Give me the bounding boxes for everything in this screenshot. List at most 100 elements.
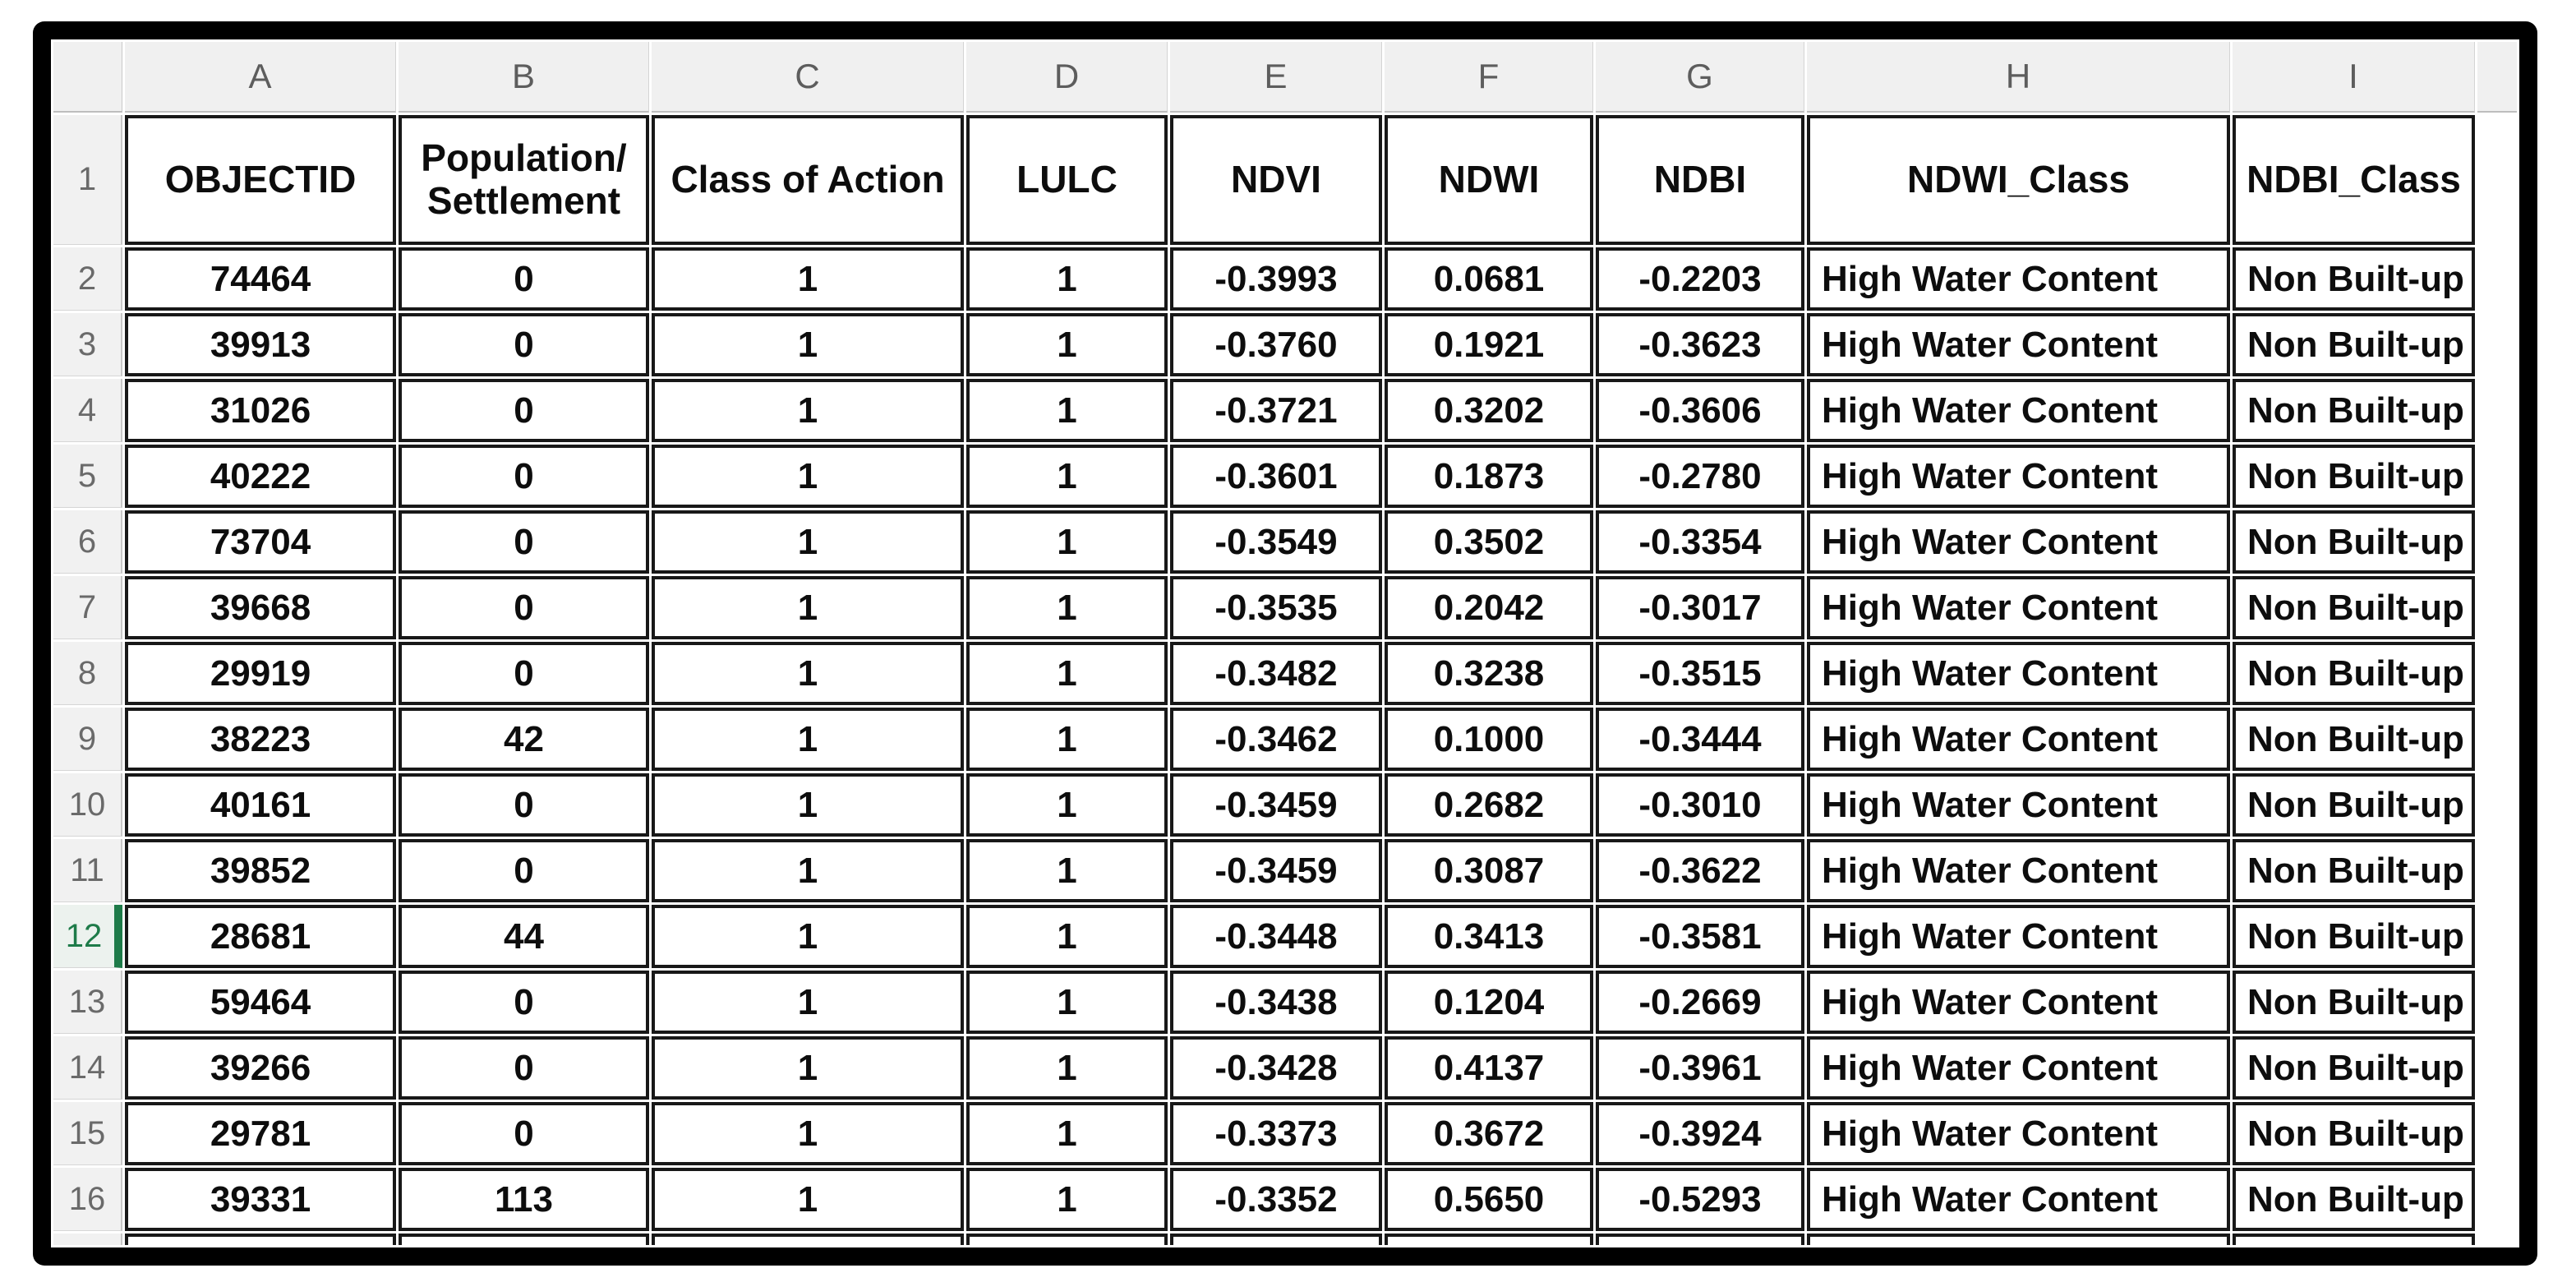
row-number-12[interactable]: 12 [53, 905, 122, 968]
cell[interactable]: 0 [399, 313, 649, 376]
cell[interactable]: 39913 [125, 313, 396, 376]
cell[interactable]: 1 [652, 379, 964, 442]
column-header-cell[interactable]: NDBI [1596, 115, 1804, 245]
cell[interactable]: -0.5293 [1596, 1168, 1804, 1231]
row-number-14[interactable]: 14 [53, 1036, 122, 1100]
column-letter-b[interactable]: B [399, 42, 649, 113]
cell[interactable]: 1 [966, 773, 1168, 837]
cell[interactable]: 0 [399, 379, 649, 442]
cell[interactable]: 0.1921 [1385, 313, 1593, 376]
cell[interactable]: 113 [399, 1168, 649, 1231]
cell[interactable]: 0 [399, 773, 649, 837]
cell[interactable]: Non Built-up [2233, 1168, 2475, 1231]
row-number-13[interactable]: 13 [53, 971, 122, 1034]
column-header-cell[interactable]: OBJECTID [125, 115, 396, 245]
cell[interactable]: 1 [966, 1168, 1168, 1231]
cell[interactable]: -0.3462 [1170, 708, 1382, 771]
cell[interactable]: -0.3535 [1170, 576, 1382, 639]
column-letter-h[interactable]: H [1807, 42, 2230, 113]
cell[interactable]: High Water Content [1807, 313, 2230, 376]
cell[interactable]: 1 [652, 510, 964, 574]
cell[interactable]: 0.4137 [1385, 1036, 1593, 1100]
cell[interactable]: High Water Content [1807, 576, 2230, 639]
select-all-corner[interactable] [53, 42, 122, 113]
cell[interactable]: High Water Content [1807, 247, 2230, 311]
cell[interactable]: 1 [652, 576, 964, 639]
cell[interactable]: 0 [399, 1102, 649, 1165]
cell[interactable]: High Water Content [1807, 905, 2230, 968]
cell[interactable]: 1 [652, 905, 964, 968]
cell[interactable]: High Water Content [1807, 773, 2230, 837]
cell[interactable]: High Water Content [1807, 971, 2230, 1034]
cell[interactable]: -0.3721 [1170, 379, 1382, 442]
cell[interactable]: 0.3202 [1385, 379, 1593, 442]
cell[interactable]: 0 [399, 839, 649, 902]
cell[interactable]: 1 [652, 1168, 964, 1231]
cell[interactable]: Non Built-up [2233, 379, 2475, 442]
cell[interactable]: Non Built-up [2233, 313, 2475, 376]
cell[interactable]: 0.3087 [1385, 839, 1593, 902]
column-header-cell[interactable]: Population/ Settlement [399, 115, 649, 245]
row-number-4[interactable]: 4 [53, 379, 122, 442]
cell[interactable]: 1 [966, 445, 1168, 508]
row-number-5[interactable]: 5 [53, 445, 122, 508]
cell[interactable]: 1 [652, 971, 964, 1034]
row-number-9[interactable]: 9 [53, 708, 122, 771]
cell[interactable]: High Water Content [1807, 1036, 2230, 1100]
cell[interactable]: Non Built-up [2233, 1036, 2475, 1100]
column-header-cell[interactable]: Class of Action [652, 115, 964, 245]
cell[interactable]: -0.3482 [1170, 642, 1382, 705]
column-header-cell[interactable]: NDVI [1170, 115, 1382, 245]
cell[interactable]: Non Built-up [2233, 510, 2475, 574]
row-number-15[interactable]: 15 [53, 1102, 122, 1165]
cell[interactable]: 0 [399, 1036, 649, 1100]
cell[interactable]: 0 [399, 971, 649, 1034]
cell[interactable]: -0.3924 [1596, 1102, 1804, 1165]
cell[interactable]: 40161 [125, 773, 396, 837]
cell[interactable]: 29919 [125, 642, 396, 705]
cell[interactable]: 1 [966, 247, 1168, 311]
cell[interactable]: High Water Content [1807, 1102, 2230, 1165]
cell[interactable]: 1 [966, 642, 1168, 705]
cell[interactable]: -0.2669 [1596, 971, 1804, 1034]
cell[interactable]: 0 [399, 642, 649, 705]
cell[interactable]: -0.2203 [1596, 247, 1804, 311]
cell[interactable]: 38223 [125, 708, 396, 771]
row-number-10[interactable]: 10 [53, 773, 122, 837]
cell[interactable]: 0.5650 [1385, 1168, 1593, 1231]
cell[interactable]: 1 [652, 445, 964, 508]
cell[interactable]: Non Built-up [2233, 708, 2475, 771]
column-letter-g[interactable]: G [1596, 42, 1804, 113]
row-number-16[interactable]: 16 [53, 1168, 122, 1231]
column-header-cell[interactable]: LULC [966, 115, 1168, 245]
row-number-7[interactable]: 7 [53, 576, 122, 639]
cell[interactable]: 1 [652, 313, 964, 376]
cell[interactable]: 39852 [125, 839, 396, 902]
cell[interactable]: 44 [399, 905, 649, 968]
cell[interactable]: 0.2682 [1385, 773, 1593, 837]
cell[interactable]: -0.3373 [1170, 1102, 1382, 1165]
cell[interactable]: -0.3428 [1170, 1036, 1382, 1100]
cell[interactable]: 39668 [125, 576, 396, 639]
cell[interactable]: -0.3606 [1596, 379, 1804, 442]
column-letter-i[interactable]: I [2233, 42, 2475, 113]
cell[interactable]: 0.3502 [1385, 510, 1593, 574]
column-letter-f[interactable]: F [1385, 42, 1593, 113]
cell[interactable]: -0.3354 [1596, 510, 1804, 574]
cell[interactable]: 0.3672 [1385, 1102, 1593, 1165]
cell[interactable]: Non Built-up [2233, 1102, 2475, 1165]
cell[interactable]: 1 [966, 510, 1168, 574]
cell[interactable]: 0.1873 [1385, 445, 1593, 508]
cell[interactable]: -0.3581 [1596, 905, 1804, 968]
cell[interactable]: 0.3413 [1385, 905, 1593, 968]
cell[interactable]: 1 [966, 1102, 1168, 1165]
cell[interactable]: 0 [399, 247, 649, 311]
cell[interactable]: 28681 [125, 905, 396, 968]
cell[interactable]: 1 [652, 839, 964, 902]
row-number-11[interactable]: 11 [53, 839, 122, 902]
cell[interactable]: 1 [966, 576, 1168, 639]
cell[interactable]: 1 [966, 905, 1168, 968]
cell[interactable]: -0.3438 [1170, 971, 1382, 1034]
row-number-3[interactable]: 3 [53, 313, 122, 376]
cell[interactable]: 1 [652, 642, 964, 705]
